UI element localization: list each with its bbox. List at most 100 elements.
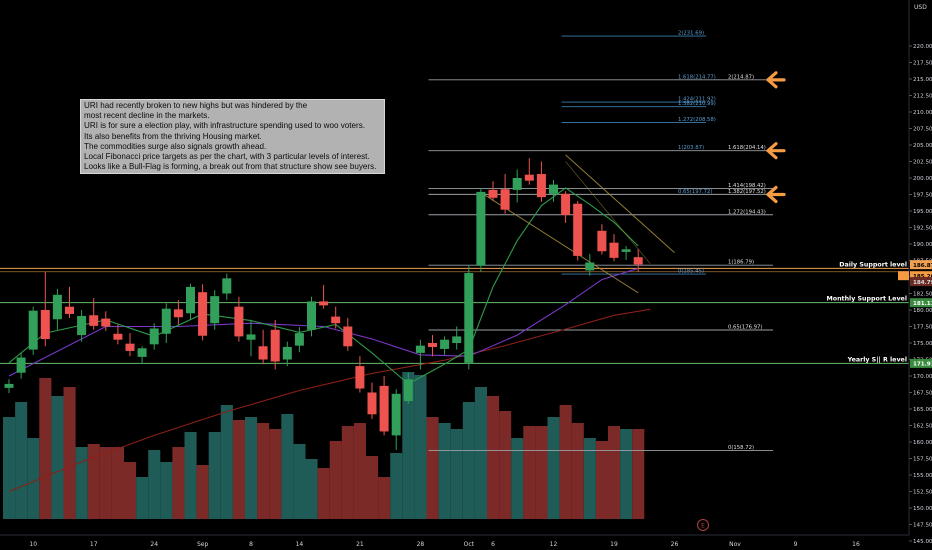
volume-bar: [208, 432, 221, 519]
time-tick-label: Nov: [729, 541, 741, 548]
fib-level-label: 1.424(211.92): [678, 97, 716, 103]
volume-bar: [39, 378, 52, 519]
candle-body: [331, 316, 341, 324]
price-tick-label: 220.00: [913, 44, 932, 50]
candle-body: [52, 294, 62, 320]
channel-line: [565, 161, 651, 265]
fib-level-label: 1.382(210.99): [678, 101, 716, 107]
volume-bar: [390, 453, 403, 519]
candle-body: [319, 301, 329, 306]
price-tag-bg: [910, 298, 932, 308]
volume-bar: [366, 456, 379, 519]
fib-level-label: 1.618(204.14): [728, 145, 766, 151]
target-arrow-icon: [766, 185, 786, 204]
candle-body: [633, 257, 643, 265]
candle-body: [282, 346, 292, 360]
time-tick-label: 8: [249, 541, 253, 548]
volume-bar: [462, 402, 475, 519]
candle-body: [609, 242, 619, 258]
price-tick-label: 175.00: [913, 341, 932, 347]
candle-body: [101, 318, 111, 327]
volume-series: [3, 372, 645, 519]
candle-body: [28, 310, 38, 350]
volume-bar: [511, 438, 524, 519]
price-tag-bg: [910, 277, 932, 287]
price-tag-text: 181.11: [913, 301, 932, 307]
time-tick-label: 26: [671, 541, 679, 548]
candle-body: [186, 286, 195, 314]
volume-bar: [172, 447, 185, 519]
candle-body: [40, 310, 50, 340]
price-tag-text: 185.20: [913, 274, 932, 280]
time-tick-label: 12: [550, 541, 558, 548]
time-tick-label: 21: [356, 541, 364, 548]
price-tick-label: 210.00: [913, 110, 932, 116]
analysis-note[interactable]: URI had recently broken to new highs but…: [80, 99, 385, 175]
note-line: Its also benefits from the thriving Hous…: [84, 131, 262, 141]
volume-bar: [571, 423, 584, 519]
volume-bar: [317, 468, 330, 519]
time-tick-label: 17: [90, 541, 98, 548]
price-tick-label: 145.00: [913, 539, 932, 545]
candle-body: [65, 306, 74, 314]
volume-bar: [329, 441, 342, 519]
candle-body: [488, 189, 498, 198]
volume-bar: [87, 444, 100, 519]
price-tick-label: 190.00: [913, 242, 932, 248]
price-tick-label: 205.00: [913, 143, 932, 149]
candle-body: [307, 301, 316, 330]
support-label: Monthly Support Level: [826, 296, 907, 303]
volume-bar: [148, 450, 161, 519]
volume-bar: [559, 405, 572, 519]
support-label: Yearly S|| R level: [847, 356, 907, 364]
price-tick-label: 177.50: [913, 325, 932, 331]
candle-body: [415, 345, 425, 353]
volume-bar: [232, 420, 245, 519]
price-tick-label: 217.50: [913, 61, 932, 67]
volume-bar: [136, 477, 149, 519]
volume-bar: [184, 432, 197, 519]
note-line: most recent decline in the markets.: [84, 111, 210, 121]
candle-body: [428, 343, 437, 347]
candle-body: [573, 203, 583, 256]
candle-body: [597, 230, 607, 252]
price-tick-label: 155.00: [913, 473, 932, 479]
volume-bar: [620, 429, 633, 519]
volume-bar: [341, 426, 354, 519]
volume-bar: [257, 423, 270, 519]
fib-level-label: 1.272(208.58): [678, 117, 716, 123]
volume-bar: [450, 429, 463, 519]
fib-level-label: 2(231.69): [678, 31, 704, 37]
candle-body: [403, 379, 413, 402]
fib-level-label: 1.414(198.42): [728, 183, 766, 189]
currency-label: USD: [914, 4, 927, 11]
price-tick-label: 157.50: [913, 457, 932, 463]
volume-bar: [220, 405, 233, 519]
earnings-marker-icon: [697, 519, 709, 531]
time-tick-label: 14: [296, 541, 304, 548]
candle-body: [161, 308, 171, 334]
volume-bar: [51, 396, 64, 519]
volume-bar: [438, 423, 451, 519]
note-line: The commodities surge also signals growt…: [84, 141, 267, 151]
candle-body: [16, 357, 26, 373]
time-tick-label: 19: [610, 541, 618, 548]
price-tick-label: 182.50: [913, 292, 932, 298]
time-tick-label: 24: [150, 541, 158, 548]
candle-body: [524, 174, 534, 181]
volume-bar: [124, 462, 137, 519]
volume-bar: [15, 402, 28, 519]
price-tick-label: 200.00: [913, 176, 932, 182]
candle-body: [379, 385, 389, 432]
price-tag: 171.91: [910, 358, 932, 368]
candle-body: [77, 315, 87, 336]
candle-body: [440, 339, 450, 349]
candle-body: [4, 383, 14, 388]
price-tick-label: 202.50: [913, 160, 932, 166]
volume-bar: [595, 441, 608, 519]
fib-level-label: 1.382(197.52): [728, 189, 766, 195]
price-tick-label: 192.50: [913, 226, 932, 232]
candle-body: [258, 346, 268, 360]
volume-bar: [499, 411, 512, 519]
